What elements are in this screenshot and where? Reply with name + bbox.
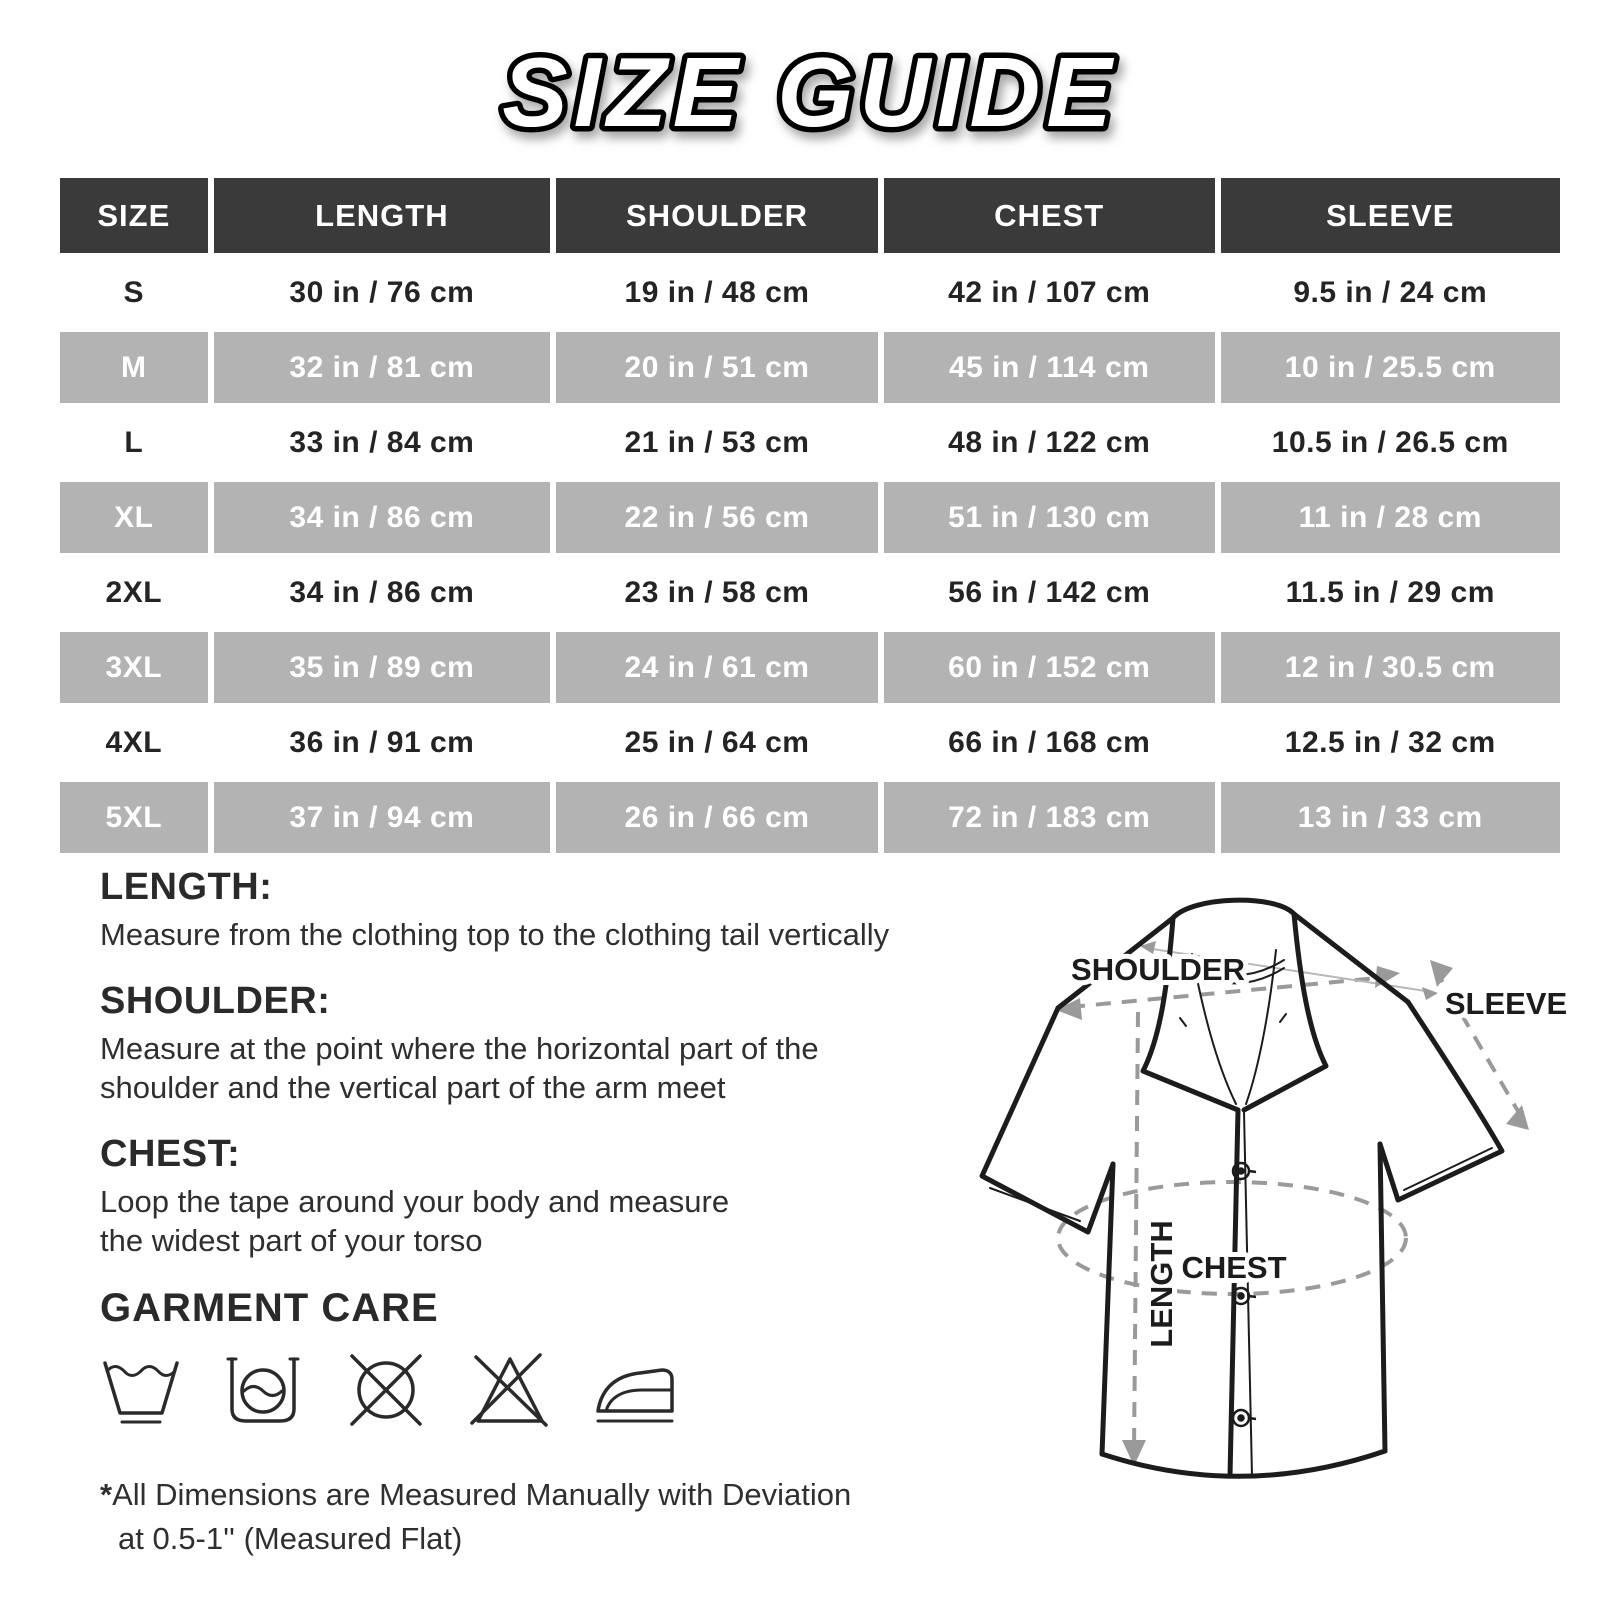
iron-icon: [596, 1368, 674, 1423]
cell-size: M: [60, 332, 208, 403]
col-header-length: LENGTH: [213, 178, 551, 253]
cell-length: 32 in / 81 cm: [213, 332, 551, 403]
cell-chest: 60 in / 152 cm: [883, 632, 1215, 703]
cell-size: S: [60, 257, 208, 328]
cell-chest: 45 in / 114 cm: [883, 332, 1215, 403]
cell-shoulder: 19 in / 48 cm: [556, 257, 878, 328]
cell-chest: 42 in / 107 cm: [883, 257, 1215, 328]
do-not-bleach-icon: [470, 1353, 548, 1427]
cell-sleeve: 11.5 in / 29 cm: [1220, 557, 1560, 628]
length-heading: LENGTH:: [100, 866, 273, 908]
cell-chest: 72 in / 183 cm: [883, 782, 1215, 853]
footnote-asterisk: *: [100, 1477, 113, 1513]
cell-chest: 56 in / 142 cm: [883, 557, 1215, 628]
sleeve-measure-line: [1433, 967, 1524, 1120]
cell-length: 37 in / 94 cm: [213, 782, 551, 853]
measurement-instructions: LENGTH: Measure from the clothing top to…: [100, 866, 990, 1560]
diagram-shoulder-label: SHOULDER: [1071, 952, 1245, 987]
measure-arrowheads: [1056, 941, 1529, 1466]
page-title-wrap: SIZE GUIDE: [0, 16, 1620, 171]
shoulder-text-line1: Measure at the point where the horizonta…: [100, 1031, 819, 1067]
cell-sleeve: 9.5 in / 24 cm: [1220, 257, 1560, 328]
footnote-line2: at 0.5-1'' (Measured Flat): [118, 1520, 463, 1556]
chest-heading: CHEST:: [100, 1133, 241, 1176]
table-row-m: M 32 in / 81 cm 20 in / 51 cm 45 in / 11…: [60, 332, 1560, 403]
col-header-shoulder: SHOULDER: [556, 178, 878, 253]
chest-text-line1: Loop the tape around your body and measu…: [100, 1184, 730, 1220]
cell-size: 2XL: [60, 557, 208, 628]
cell-sleeve: 11 in / 28 cm: [1220, 482, 1560, 553]
table-row-4xl: 4XL 36 in / 91 cm 25 in / 64 cm 66 in / …: [60, 707, 1560, 778]
shirt-diagram: SHOULDER SLEEVE CHEST LENGTH: [979, 897, 1572, 1479]
table-row-s: S 30 in / 76 cm 19 in / 48 cm 42 in / 10…: [60, 257, 1560, 328]
cell-sleeve: 13 in / 33 cm: [1220, 782, 1560, 853]
cell-size: 5XL: [60, 782, 208, 853]
table-row-5xl: 5XL 37 in / 94 cm 26 in / 66 cm 72 in / …: [60, 782, 1560, 853]
cell-shoulder: 25 in / 64 cm: [556, 707, 878, 778]
cell-shoulder: 22 in / 56 cm: [556, 482, 878, 553]
diagram-sleeve-label: SLEEVE: [1445, 986, 1567, 1021]
chest-section: CHEST: Loop the tape around your body an…: [100, 1133, 990, 1260]
footnote: *All Dimensions are Measured Manually wi…: [100, 1473, 990, 1560]
diagram-length-label: LENGTH: [1144, 1220, 1179, 1347]
cell-size: 4XL: [60, 707, 208, 778]
shoulder-text-line2: shoulder and the vertical part of the ar…: [100, 1070, 726, 1106]
cell-length: 33 in / 84 cm: [213, 407, 551, 478]
cell-length: 34 in / 86 cm: [213, 557, 551, 628]
machine-wash-icon: [226, 1357, 300, 1423]
table-row-2xl: 2XL 34 in / 86 cm 23 in / 58 cm 56 in / …: [60, 557, 1560, 628]
page-title: SIZE GUIDE: [502, 37, 1117, 147]
shoulder-heading: SHOULDER:: [100, 980, 331, 1023]
cell-length: 30 in / 76 cm: [213, 257, 551, 328]
cell-shoulder: 24 in / 61 cm: [556, 632, 878, 703]
cell-length: 35 in / 89 cm: [213, 632, 551, 703]
cell-shoulder: 21 in / 53 cm: [556, 407, 878, 478]
table-row-xl: XL 34 in / 86 cm 22 in / 56 cm 51 in / 1…: [60, 482, 1560, 553]
cell-size: XL: [60, 482, 208, 553]
length-section: LENGTH: Measure from the clothing top to…: [100, 866, 990, 954]
cell-shoulder: 23 in / 58 cm: [556, 557, 878, 628]
cell-chest: 66 in / 168 cm: [883, 707, 1215, 778]
cell-sleeve: 12 in / 30.5 cm: [1220, 632, 1560, 703]
do-not-dry-clean-icon: [350, 1354, 422, 1426]
diagram-chest-label: CHEST: [1181, 1250, 1286, 1285]
size-table: SIZE LENGTH SHOULDER CHEST SLEEVE S 30 i…: [60, 178, 1560, 853]
cell-shoulder: 26 in / 66 cm: [556, 782, 878, 853]
cell-length: 34 in / 86 cm: [213, 482, 551, 553]
shoulder-section: SHOULDER: Measure at the point where the…: [100, 980, 990, 1107]
garment-care-heading: GARMENT CARE: [100, 1286, 439, 1331]
garment-care-icons: [100, 1351, 990, 1429]
col-header-chest: CHEST: [883, 178, 1215, 253]
cell-chest: 51 in / 130 cm: [883, 482, 1215, 553]
col-header-size: SIZE: [60, 178, 208, 253]
length-text: Measure from the clothing top to the clo…: [100, 917, 890, 952]
cell-sleeve: 10.5 in / 26.5 cm: [1220, 407, 1560, 478]
table-row-l: L 33 in / 84 cm 21 in / 53 cm 48 in / 12…: [60, 407, 1560, 478]
cell-sleeve: 10 in / 25.5 cm: [1220, 332, 1560, 403]
wash-tub-icon: [103, 1361, 179, 1424]
chest-text-line2: the widest part of your torso: [100, 1223, 483, 1259]
cell-sleeve: 12.5 in / 32 cm: [1220, 707, 1560, 778]
table-row-3xl: 3XL 35 in / 89 cm 24 in / 61 cm 60 in / …: [60, 632, 1560, 703]
col-header-sleeve: SLEEVE: [1220, 178, 1560, 253]
title-graphic: SIZE GUIDE: [497, 32, 1117, 153]
shoulder-measure-line: [1069, 975, 1389, 1009]
cell-size: L: [60, 407, 208, 478]
garment-care-section: GARMENT CARE: [100, 1286, 990, 1429]
shirt-buttons: [1231, 1161, 1257, 1428]
cell-chest: 48 in / 122 cm: [883, 407, 1215, 478]
footnote-line1: All Dimensions are Measured Manually wit…: [112, 1477, 852, 1513]
cell-length: 36 in / 91 cm: [213, 707, 551, 778]
cell-shoulder: 20 in / 51 cm: [556, 332, 878, 403]
cell-size: 3XL: [60, 632, 208, 703]
table-header-row: SIZE LENGTH SHOULDER CHEST SLEEVE: [60, 178, 1560, 253]
length-measure-line: [1132, 1011, 1140, 1451]
